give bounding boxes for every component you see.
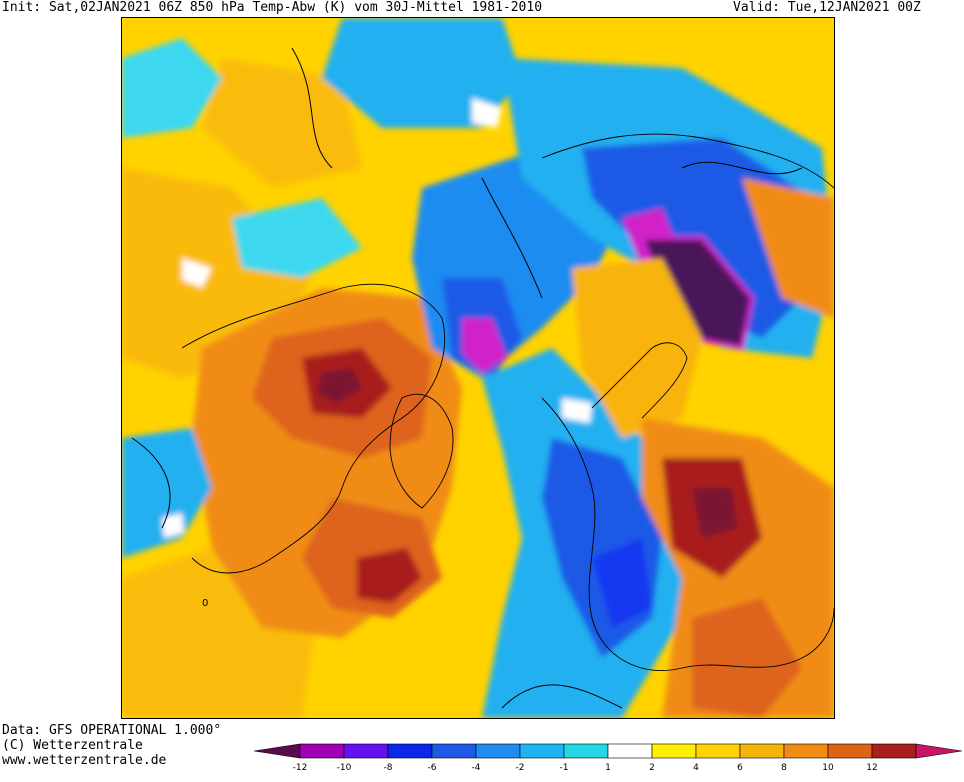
coast-north-america: [181, 283, 446, 574]
colorbar-swatch: [475, 743, 521, 759]
copyright: (C) Wetterzentrale: [2, 738, 143, 753]
colorbar-swatch: [739, 743, 785, 759]
colorbar-swatch: [607, 743, 653, 759]
data-source: Data: GFS OPERATIONAL 1.000°: [2, 723, 222, 738]
website: www.wetterzentrale.de: [2, 753, 167, 768]
colorbar-swatch: [651, 743, 697, 759]
colorbar-swatch: [827, 743, 873, 759]
colorbar-tick-label: 10: [822, 763, 834, 773]
map-title: Init: Sat,02JAN2021 06Z 850 hPa Temp-Abw…: [2, 0, 543, 15]
zero-contours: [131, 47, 803, 709]
colorbar-swatch: [299, 743, 345, 759]
colorbar-tick-label: -6: [428, 763, 437, 773]
colorbar-swatch: [871, 743, 917, 759]
valid-time: Valid: Tue,12JAN2021 00Z: [733, 0, 921, 15]
colorbar-swatch: [431, 743, 477, 759]
asia-warm: [572, 258, 702, 438]
colorbar-tick-label: -12: [293, 763, 308, 773]
pacific-cold: [122, 428, 212, 558]
colorbar-tick-label: -8: [384, 763, 393, 773]
coast-siberia: [541, 133, 834, 189]
colorbar-swatch: [783, 743, 829, 759]
colorbar-tick-label: 6: [737, 763, 743, 773]
colorbar-arrow-low: [254, 743, 301, 759]
colorbar-tick-label: -1: [560, 763, 569, 773]
contour-label: 0: [202, 598, 208, 609]
colorbar-swatch: [387, 743, 433, 759]
colorbar-swatch: [563, 743, 609, 759]
colorbar-tick-label: 12: [866, 763, 877, 773]
colorbar-swatch: [343, 743, 389, 759]
colorbar-arrow-high: [915, 743, 962, 759]
colorbar-tick-label: 1: [605, 763, 611, 773]
colorbar-swatch: [695, 743, 741, 759]
colorbar-tick-label: -10: [337, 763, 352, 773]
coast-eurasia: [541, 397, 834, 671]
colorbar-tick-label: 8: [781, 763, 787, 773]
map-canvas: 0: [122, 18, 834, 718]
colorbar-tick-label: 2: [649, 763, 655, 773]
colorbar-tick-label: 4: [693, 763, 699, 773]
colorbar-swatch: [519, 743, 565, 759]
coast-scandinavia: [591, 342, 688, 419]
colorbar: -12 -10 -8 -6 -4 -2 -1 1 2 4 6 8 10 12: [254, 743, 962, 773]
colorbar-tick-label: -2: [516, 763, 525, 773]
coast-greenland: [389, 393, 454, 509]
colorbar-tick-label: -4: [472, 763, 481, 773]
anomaly-field: [122, 18, 834, 718]
coastlines: [181, 133, 834, 671]
temperature-anomaly-map: 0: [121, 17, 835, 719]
